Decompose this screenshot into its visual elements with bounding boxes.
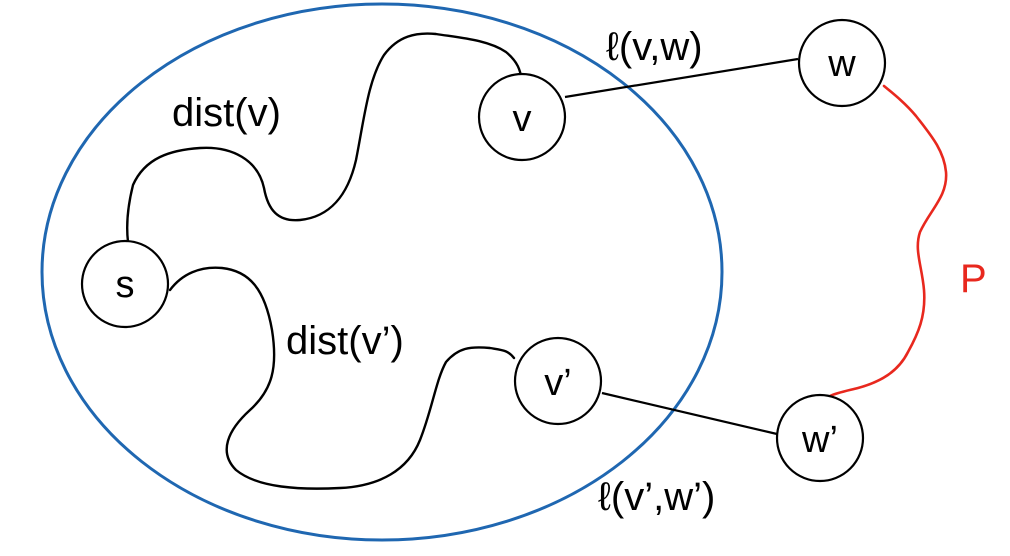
node-v-circle <box>477 72 567 162</box>
node-w-prime-circle <box>775 393 865 483</box>
node-s: s <box>80 239 170 329</box>
node-v: v <box>477 72 567 162</box>
node-v-prime-label: v’ <box>544 362 571 404</box>
dist-v-path <box>126 32 524 244</box>
node-w-prime-label: w’ <box>801 419 838 461</box>
node-v-label: v <box>513 98 532 140</box>
dist-v-prime-label: dist(v’) <box>286 319 404 363</box>
dist-v-prime-path <box>168 266 516 490</box>
path-p-label: P <box>960 257 987 301</box>
path-p <box>828 84 948 398</box>
node-v-prime: v’ <box>513 336 603 426</box>
edge-v-w-label: ℓ(v,w) <box>606 25 703 69</box>
dist-v-label: dist(v) <box>172 91 281 135</box>
node-w-prime: w’ <box>775 393 865 483</box>
node-v-prime-circle <box>513 336 603 426</box>
edge-v-w-line <box>564 57 799 99</box>
node-s-circle <box>80 239 170 329</box>
explored-region-ellipse <box>40 2 724 542</box>
node-w-label: w <box>827 43 856 85</box>
edge-vp-wp-line <box>601 391 778 436</box>
node-w: w <box>797 18 887 108</box>
node-s-label: s <box>116 264 135 306</box>
node-w-circle <box>797 18 887 108</box>
edge-vp-wp-label: ℓ(v’,w’) <box>598 475 715 519</box>
